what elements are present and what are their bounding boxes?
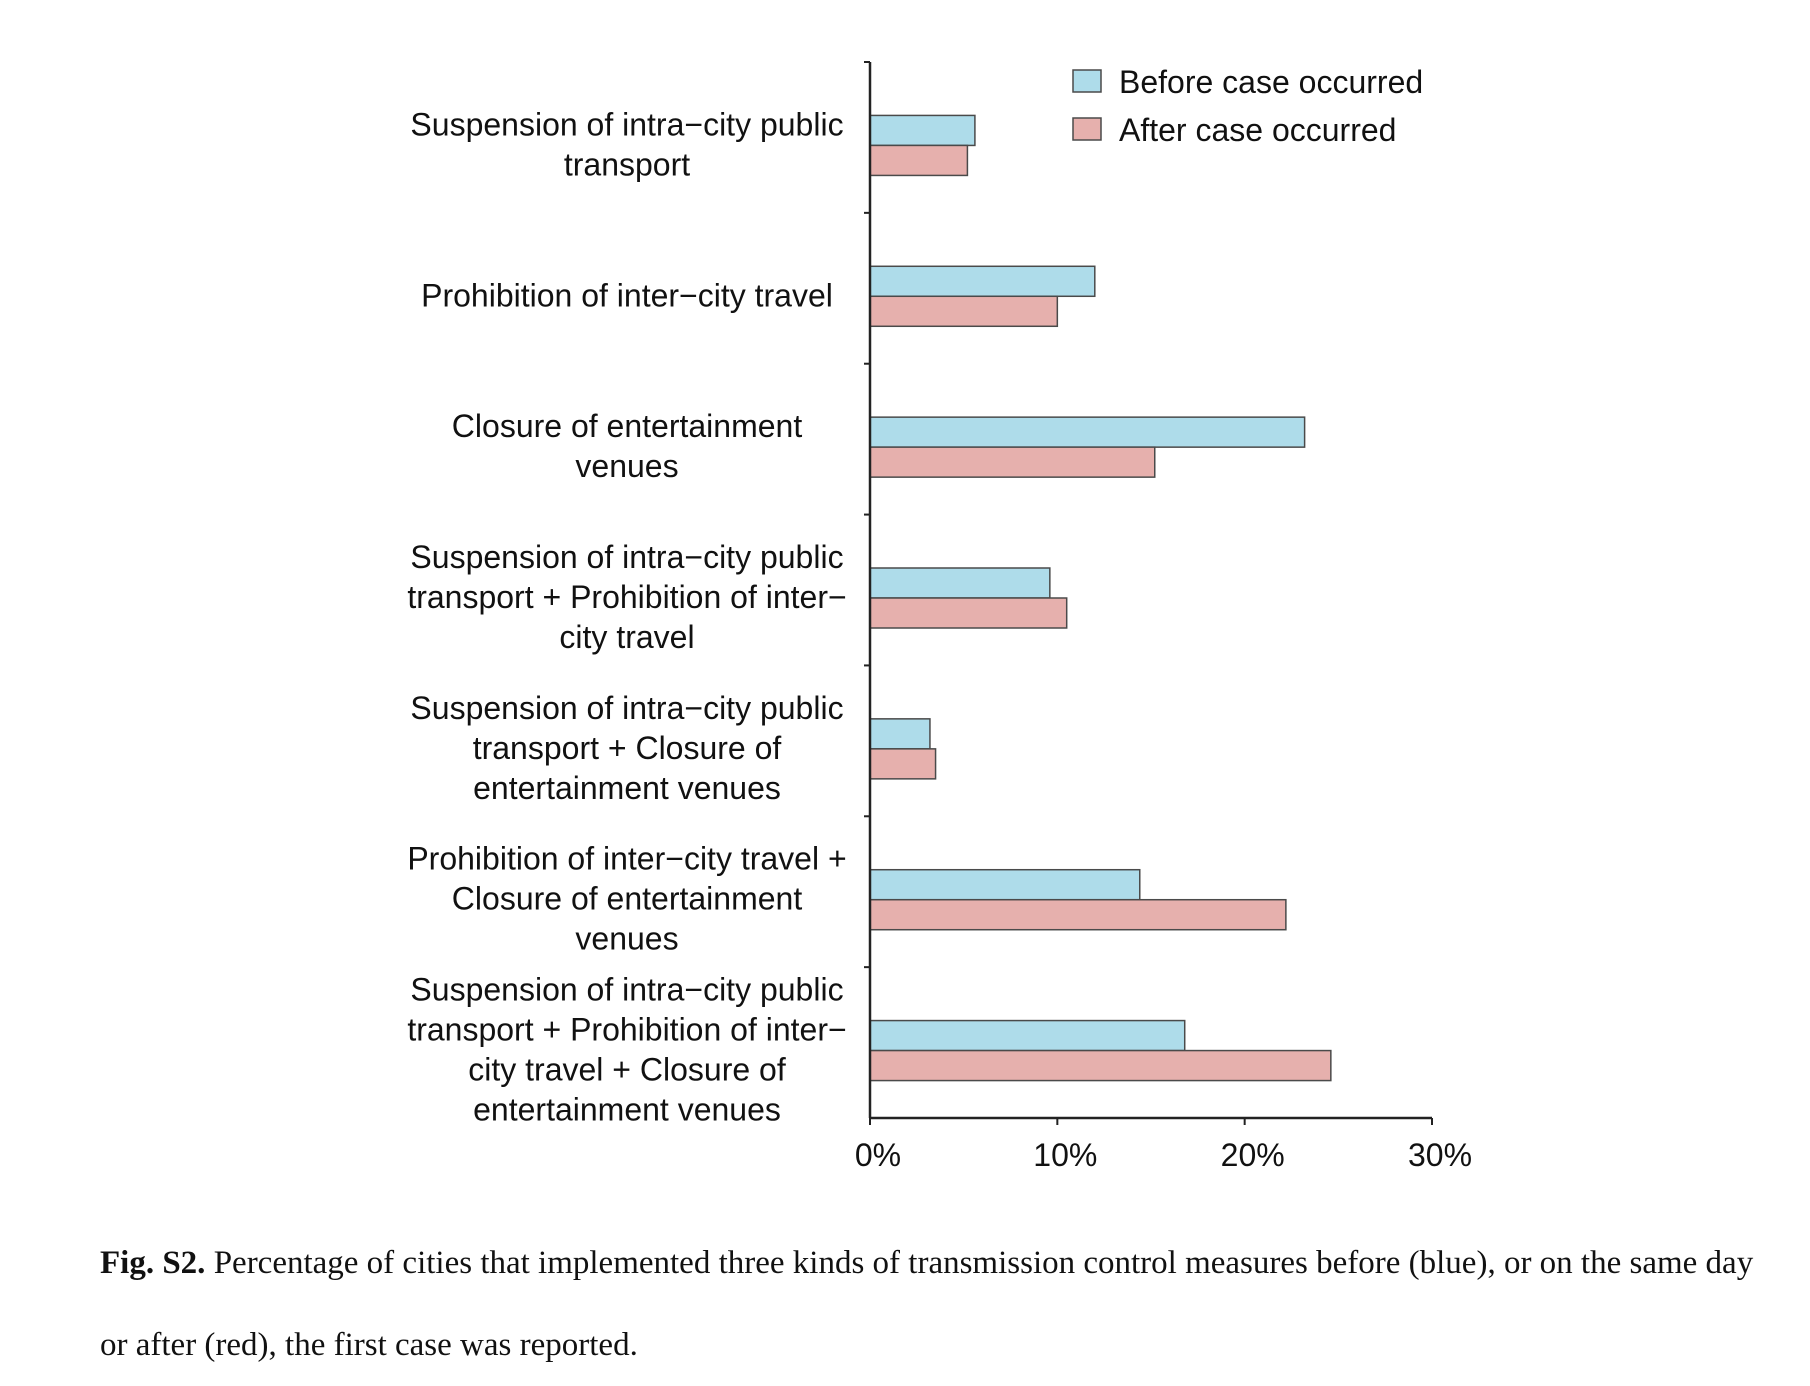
category-label-line: Suspension of intra−city public <box>410 690 843 726</box>
category-label-4: Suspension of intra−city public transport… <box>407 539 846 655</box>
bar-chart: Suspension of intra−city public transport… <box>407 61 1472 1173</box>
category-label-line: Suspension of intra−city public <box>410 972 843 1008</box>
figure-caption: Fig. S2. Percentage of cities that imple… <box>100 1222 1760 1386</box>
bars-group <box>869 114 1332 1082</box>
category-label-3: Closure of entertainment venues <box>452 408 803 484</box>
bar-after-6 <box>869 898 1287 931</box>
category-label-line: city travel + Closure of <box>468 1052 786 1088</box>
category-label-line: Closure of entertainment <box>452 881 803 917</box>
bar-after-7 <box>869 1049 1332 1082</box>
category-label-line: Suspension of intra−city public <box>410 106 843 142</box>
axes: 0% 10% 20% 30% <box>855 61 1472 1173</box>
bar-before-2 <box>869 265 1096 298</box>
bar-after-4 <box>869 597 1068 629</box>
bar-after-1 <box>869 144 969 177</box>
x-tick-label: 10% <box>1033 1137 1097 1173</box>
category-label-5: Suspension of intra−city public transport… <box>410 690 843 806</box>
bar-before-5 <box>869 718 931 750</box>
category-label-line: transport + Closure of <box>473 730 782 766</box>
category-label-line: venues <box>575 448 678 484</box>
bar-after-5 <box>869 748 937 780</box>
category-label-line: Prohibition of inter−city travel <box>421 277 833 313</box>
legend-label-after: After case occurred <box>1119 112 1396 148</box>
category-label-line: Suspension of intra−city public <box>410 539 843 575</box>
category-label-line: transport <box>564 146 690 182</box>
caption-text: Percentage of cities that implemented th… <box>100 1245 1754 1363</box>
category-label-line: transport + Prohibition of inter− <box>407 579 846 615</box>
bar-after-3 <box>869 446 1156 478</box>
category-label-line: entertainment venues <box>473 770 781 806</box>
x-tick-label: 20% <box>1221 1137 1285 1173</box>
category-label-line: city travel <box>559 619 694 655</box>
category-labels: Suspension of intra−city public transport… <box>407 106 846 1127</box>
legend: Before case occurred After case occurred <box>1072 64 1423 148</box>
bar-before-1 <box>869 114 976 147</box>
category-label-line: venues <box>575 921 678 957</box>
bar-after-2 <box>869 295 1059 328</box>
category-label-6: Prohibition of inter−city travel + Closur… <box>407 841 846 957</box>
legend-swatch-after <box>1072 117 1102 141</box>
bar-before-4 <box>869 567 1051 599</box>
legend-swatch-before <box>1072 69 1102 93</box>
category-label-7: Suspension of intra−city public transport… <box>407 972 846 1128</box>
category-label-line: Closure of entertainment <box>452 408 803 444</box>
bar-before-6 <box>869 868 1141 901</box>
category-label-line: Prohibition of inter−city travel + <box>407 841 846 877</box>
legend-label-before: Before case occurred <box>1119 64 1423 100</box>
category-label-1: Suspension of intra−city public transport <box>410 106 843 182</box>
x-tick-label: 30% <box>1408 1137 1472 1173</box>
bar-before-7 <box>869 1019 1186 1052</box>
category-label-2: Prohibition of inter−city travel <box>421 277 833 313</box>
bar-before-3 <box>869 416 1306 448</box>
category-label-line: entertainment venues <box>473 1092 781 1128</box>
x-tick-label: 0% <box>855 1137 901 1173</box>
category-label-line: transport + Prohibition of inter− <box>407 1012 846 1048</box>
caption-label: Fig. S2. <box>100 1245 206 1281</box>
